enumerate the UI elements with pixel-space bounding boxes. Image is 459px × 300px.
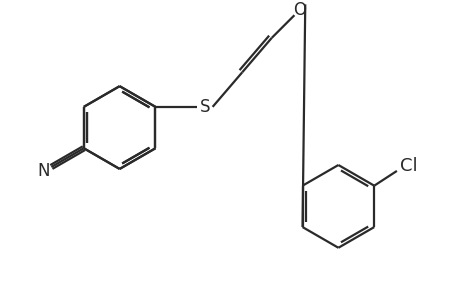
Text: O: O [292,1,305,19]
Text: N: N [37,162,50,180]
Text: S: S [199,98,210,116]
Text: Cl: Cl [399,157,417,175]
